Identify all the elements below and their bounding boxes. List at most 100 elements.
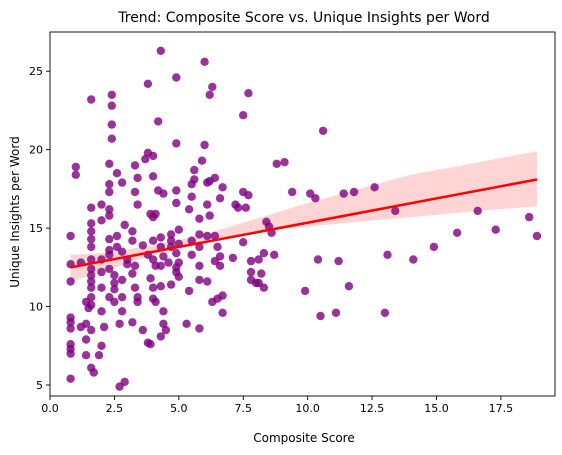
data-point bbox=[130, 283, 140, 292]
data-point bbox=[182, 319, 191, 328]
data-point bbox=[107, 90, 117, 100]
data-point bbox=[117, 293, 127, 302]
data-point bbox=[241, 203, 250, 212]
data-point bbox=[143, 79, 153, 89]
data-point bbox=[200, 140, 209, 150]
data-point bbox=[87, 242, 96, 252]
data-point bbox=[66, 313, 75, 322]
x-tick-label: 12.5 bbox=[360, 402, 385, 415]
data-point bbox=[87, 203, 96, 212]
data-point bbox=[215, 261, 225, 270]
data-point bbox=[128, 269, 137, 278]
data-point bbox=[110, 271, 119, 280]
x-axis-label: Composite Score bbox=[253, 431, 354, 445]
data-point bbox=[208, 82, 217, 92]
data-point bbox=[87, 264, 96, 274]
data-point bbox=[210, 173, 220, 183]
data-point bbox=[316, 311, 325, 321]
data-point bbox=[87, 255, 96, 264]
data-point bbox=[391, 206, 400, 216]
y-tick-label: 5 bbox=[36, 379, 43, 392]
confidence-band bbox=[70, 151, 537, 282]
data-point bbox=[146, 274, 155, 283]
data-point bbox=[174, 272, 183, 281]
data-point bbox=[187, 236, 196, 245]
data-point bbox=[110, 278, 119, 288]
data-point bbox=[164, 258, 173, 267]
data-point bbox=[244, 191, 253, 200]
data-point bbox=[380, 308, 390, 317]
data-point bbox=[128, 318, 137, 327]
x-tick-label: 17.5 bbox=[489, 402, 514, 415]
data-point bbox=[257, 269, 266, 278]
data-point bbox=[87, 325, 96, 335]
data-point bbox=[190, 175, 199, 184]
data-point bbox=[195, 230, 204, 239]
y-axis-label: Unique Insights per Word bbox=[8, 136, 22, 287]
data-point bbox=[107, 120, 117, 129]
data-point bbox=[87, 219, 96, 228]
data-point bbox=[148, 283, 158, 292]
data-point bbox=[120, 377, 129, 387]
data-point bbox=[151, 297, 160, 307]
data-point bbox=[213, 242, 222, 252]
data-point bbox=[156, 261, 165, 270]
data-point bbox=[218, 308, 227, 317]
x-tick-label: 10.0 bbox=[295, 402, 320, 415]
data-point bbox=[156, 46, 165, 55]
data-point bbox=[117, 275, 127, 285]
data-point bbox=[233, 203, 243, 212]
data-point bbox=[288, 187, 297, 197]
data-point bbox=[473, 206, 482, 216]
data-point bbox=[159, 319, 168, 328]
data-point bbox=[148, 236, 158, 245]
data-point bbox=[97, 341, 106, 350]
data-point bbox=[300, 286, 310, 296]
data-point bbox=[200, 57, 209, 66]
data-point bbox=[81, 319, 91, 328]
x-tick-label: 7.5 bbox=[234, 402, 252, 415]
data-point bbox=[66, 277, 75, 286]
data-point bbox=[172, 186, 181, 195]
axes-layer bbox=[49, 31, 556, 397]
data-point bbox=[166, 236, 176, 245]
data-point bbox=[130, 187, 140, 197]
data-point bbox=[110, 297, 119, 307]
y-tick-label: 20 bbox=[29, 144, 43, 157]
data-point bbox=[280, 158, 289, 167]
data-point bbox=[115, 319, 124, 328]
data-point bbox=[66, 374, 75, 383]
data-point bbox=[349, 187, 359, 197]
data-point bbox=[159, 307, 168, 316]
data-point bbox=[148, 151, 158, 161]
data-point bbox=[215, 194, 225, 203]
data-point bbox=[270, 250, 279, 259]
data-point bbox=[87, 277, 96, 286]
data-point bbox=[87, 227, 96, 236]
data-point bbox=[166, 230, 176, 239]
data-point bbox=[205, 90, 214, 100]
data-point bbox=[197, 156, 207, 165]
data-point bbox=[107, 101, 117, 110]
data-point bbox=[94, 351, 104, 360]
x-tick-label: 0.0 bbox=[41, 402, 59, 415]
data-point bbox=[195, 261, 204, 270]
data-point bbox=[187, 192, 196, 201]
data-point bbox=[105, 187, 114, 197]
data-point bbox=[383, 250, 392, 259]
data-point bbox=[409, 255, 418, 264]
data-point bbox=[66, 231, 75, 241]
data-point bbox=[141, 154, 150, 164]
data-point bbox=[105, 234, 114, 244]
data-point bbox=[146, 340, 155, 349]
data-point bbox=[195, 242, 204, 252]
trend-line-layer bbox=[70, 178, 538, 269]
x-tick-label: 15.0 bbox=[424, 402, 449, 415]
data-point bbox=[195, 275, 204, 285]
data-point bbox=[272, 159, 281, 168]
data-point bbox=[87, 95, 96, 104]
data-point bbox=[138, 241, 147, 250]
data-point bbox=[239, 111, 248, 120]
data-point bbox=[172, 249, 181, 258]
